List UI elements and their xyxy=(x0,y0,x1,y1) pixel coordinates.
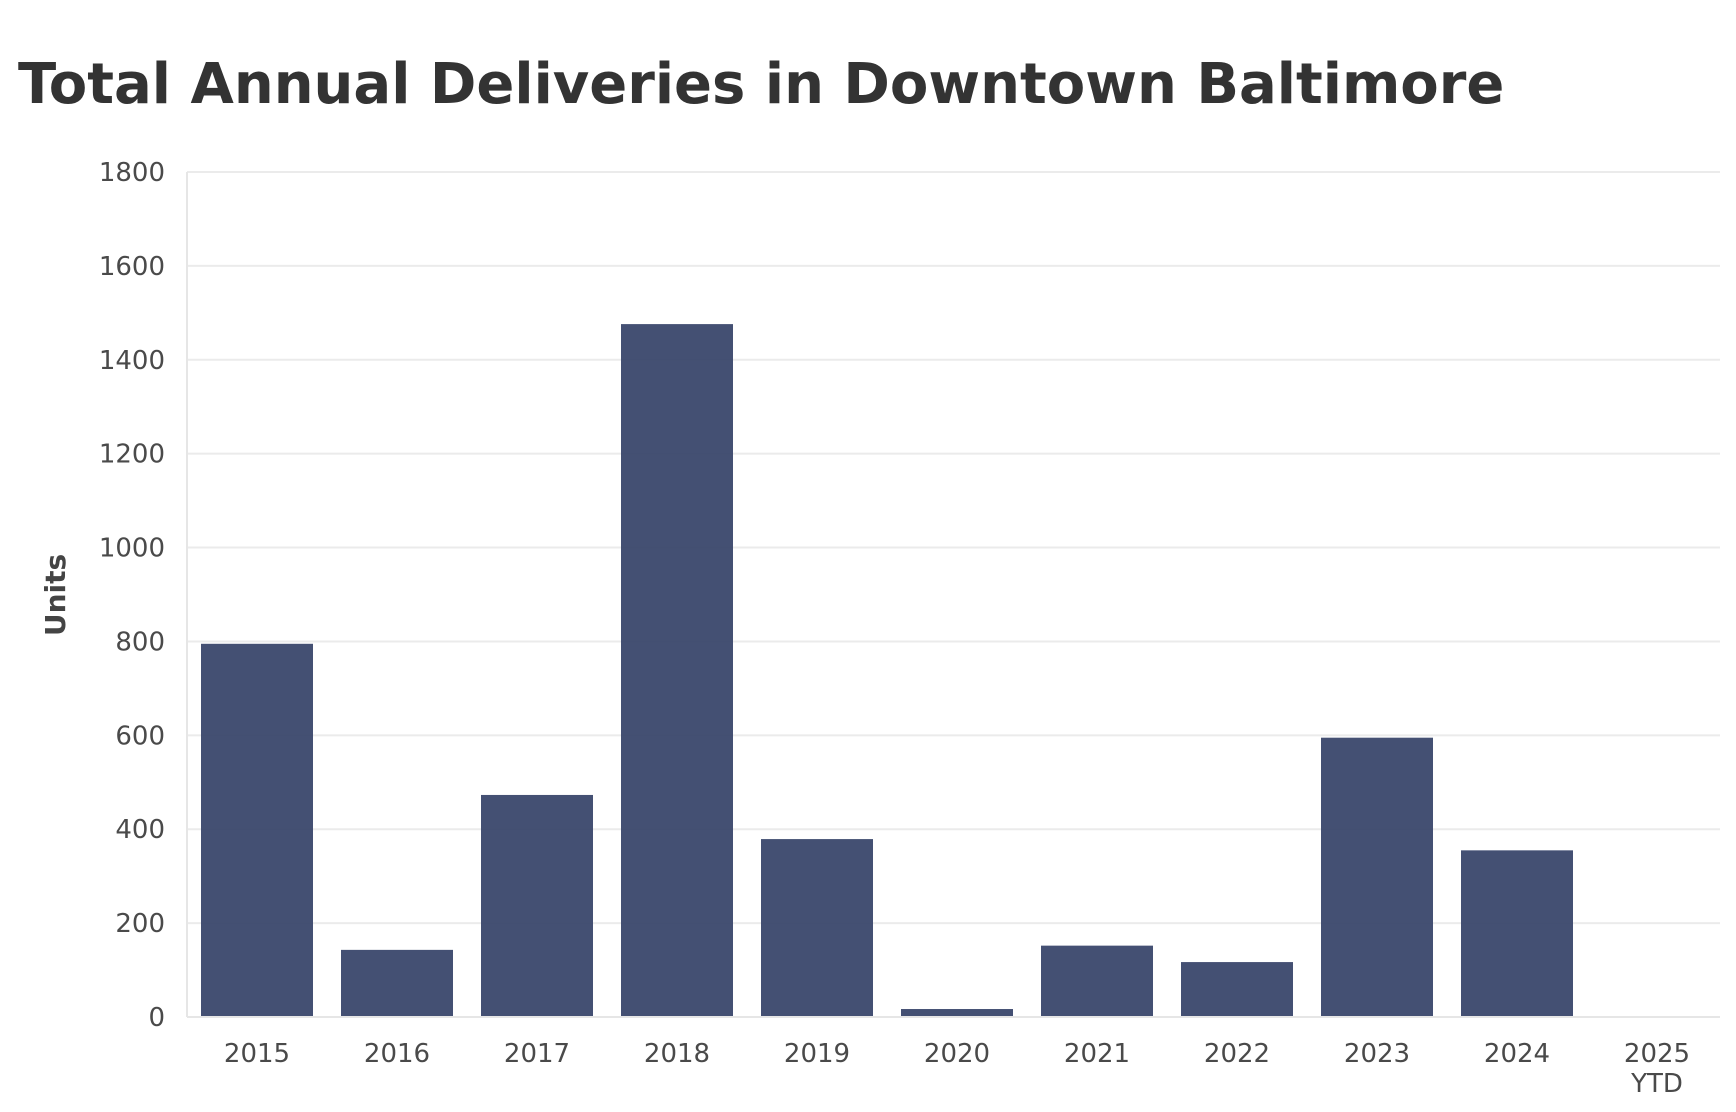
bar-2019 xyxy=(761,839,873,1017)
y-tick-label: 400 xyxy=(115,815,165,845)
x-tick-label: 2020 xyxy=(924,1039,990,1069)
x-tick-label: 2022 xyxy=(1204,1039,1270,1069)
bar-2016 xyxy=(341,949,453,1017)
y-tick-label: 1600 xyxy=(99,252,165,282)
bar-2017 xyxy=(481,794,593,1017)
x-tick-label: 2015 xyxy=(224,1039,290,1069)
gridlines xyxy=(187,171,1720,925)
y-axis-label: Units xyxy=(39,554,72,636)
y-tick-label: 1800 xyxy=(99,158,165,188)
x-axis-ticks: 2015 2016 2017 2018 2019 2020 2021 2022 2023 2024… xyxy=(224,1039,1690,1099)
x-tick-label: 2017 xyxy=(504,1039,570,1069)
bar-2018 xyxy=(621,324,733,1018)
y-tick-label: 600 xyxy=(115,721,165,751)
y-tick-label: 1000 xyxy=(99,534,165,564)
y-tick-label: 0 xyxy=(148,1003,165,1033)
chart-title: Total Annual Deliveries in Downtown Balt… xyxy=(18,52,1504,117)
x-tick-label: 2024 xyxy=(1484,1039,1550,1069)
x-tick-label: 2019 xyxy=(784,1039,850,1069)
x-tick-label: 2025 xyxy=(1624,1039,1690,1069)
y-axis-ticks: 0 200 400 600 800 1000 1200 1400 1600 1800 xyxy=(99,158,165,1033)
x-tick-label: YTD xyxy=(1630,1069,1683,1099)
bar-2022 xyxy=(1181,962,1293,1017)
y-tick-label: 200 xyxy=(115,909,165,939)
y-tick-label: 1200 xyxy=(99,440,165,470)
bar-2023 xyxy=(1321,737,1433,1017)
x-tick-label: 2023 xyxy=(1344,1039,1410,1069)
bar-2024 xyxy=(1461,850,1573,1017)
bar-2015 xyxy=(201,643,313,1017)
x-tick-label: 2018 xyxy=(644,1039,710,1069)
bars xyxy=(201,324,1573,1018)
x-tick-label: 2016 xyxy=(364,1039,430,1069)
bar-2020 xyxy=(901,1009,1013,1017)
y-tick-label: 800 xyxy=(115,627,165,657)
y-tick-label: 1400 xyxy=(99,346,165,376)
bar-2021 xyxy=(1041,945,1153,1017)
x-tick-label: 2021 xyxy=(1064,1039,1130,1069)
